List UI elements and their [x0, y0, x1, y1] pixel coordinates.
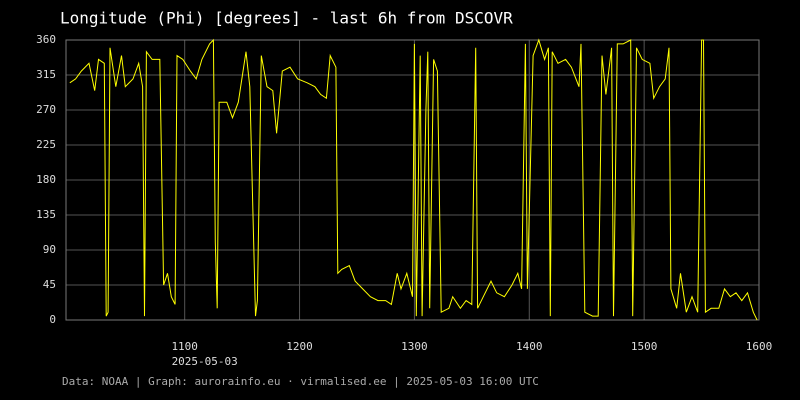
y-tick-label: 270 — [36, 103, 56, 116]
y-tick-label: 360 — [36, 33, 56, 46]
x-tick-label: 1400 — [516, 340, 543, 353]
chart-title: Longitude (Phi) [degrees] - last 6h from… — [60, 9, 513, 28]
x-tick-label: 1500 — [631, 340, 658, 353]
data-line — [69, 38, 758, 321]
y-tick-label: 180 — [36, 173, 56, 186]
y-tick-label: 90 — [43, 243, 56, 256]
plot-border — [65, 39, 760, 321]
y-tick-label: 135 — [36, 208, 56, 221]
y-tick-label: 45 — [43, 278, 56, 291]
x-tick-label: 1200 — [286, 340, 313, 353]
y-tick-label: 0 — [49, 313, 56, 326]
x-tick-label: 1300 — [401, 340, 428, 353]
x-date-label: 2025-05-03 — [172, 355, 238, 368]
y-tick-label: 315 — [36, 68, 56, 81]
footer: Data: NOAA | Graph: aurorainfo.eu · virm… — [62, 375, 539, 388]
x-tick-label: 1100 — [171, 340, 198, 353]
x-tick-label: 1600 — [746, 340, 773, 353]
y-tick-label: 225 — [36, 138, 56, 151]
